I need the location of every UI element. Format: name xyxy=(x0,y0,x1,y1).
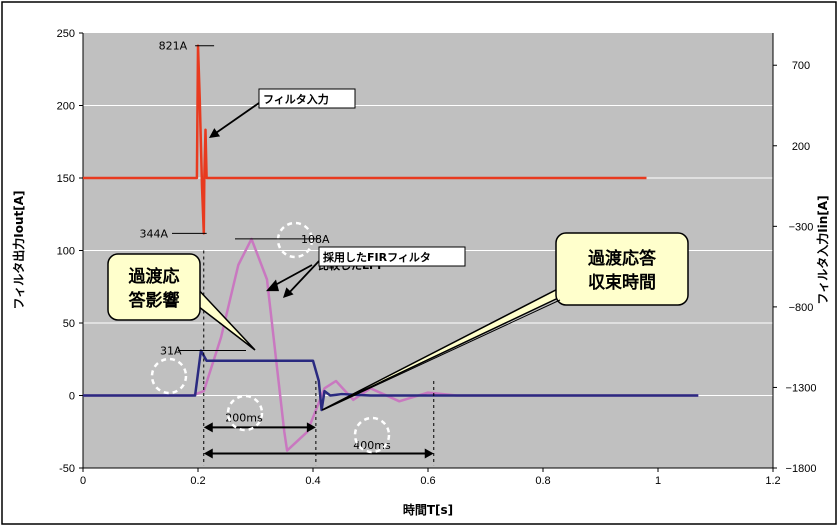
label-fir: 採用したFIRフィルタ xyxy=(323,250,431,264)
label-lpf-arrowhead xyxy=(266,279,279,292)
label-input: フィルタ入力 xyxy=(263,92,329,106)
highlight-circle xyxy=(353,416,391,454)
y-right-tick-label: −1300 xyxy=(786,382,817,394)
y-left-tick-label: -50 xyxy=(59,463,75,475)
dimension-arrow-400ms-head-left xyxy=(203,448,213,459)
highlight-circle xyxy=(276,221,314,259)
peak-lpf-label: 108A xyxy=(301,233,330,246)
callout-left-bubble xyxy=(107,253,201,321)
callout-right-pointer-edge xyxy=(322,299,561,411)
peak-fir-label: 31A xyxy=(160,345,182,358)
callout-right-line1: 過渡応答 xyxy=(588,248,657,269)
x-tick-label: 0.2 xyxy=(190,475,205,487)
dimension-arrow-200ms-head-left xyxy=(203,422,213,433)
label-input-arrow xyxy=(212,102,260,136)
callout-left-line2: 答影響 xyxy=(129,290,180,311)
x-axis-label: 時間T[s] xyxy=(403,502,453,517)
highlight-circle xyxy=(226,394,264,432)
y-right-tick-label: 200 xyxy=(792,141,810,153)
callout-right-bubble xyxy=(555,232,689,306)
dimension-arrow-400ms-head-right xyxy=(424,448,434,459)
label-lpf-arrow xyxy=(271,264,313,288)
y-left-tick-label: 50 xyxy=(63,318,75,330)
dimension-arrow-200ms-head-right xyxy=(306,422,316,433)
x-tick-label: 0.8 xyxy=(535,475,550,487)
dimension-label-200ms: 200ms xyxy=(225,412,263,425)
series-line-2 xyxy=(83,237,699,452)
label-fir-arrow xyxy=(286,260,320,296)
y-axis-right-label: フィルタ入力Iin[A] xyxy=(815,195,830,304)
x-tick-label: 1.2 xyxy=(765,475,780,487)
x-tick-label: 0.6 xyxy=(420,475,435,487)
y-right-tick-label: −300 xyxy=(789,221,814,233)
y-right-tick-label: −1800 xyxy=(786,463,817,475)
x-tick-label: 1 xyxy=(655,475,661,487)
y-left-tick-label: 250 xyxy=(57,28,75,40)
peak-in-label: 821A xyxy=(159,40,188,53)
callout-left-line1: 過渡応 xyxy=(129,266,180,287)
min-in-label: 344A xyxy=(139,227,168,240)
highlight-circle xyxy=(150,357,188,395)
x-tick-label: 0 xyxy=(80,475,86,487)
y-left-tick-label: 100 xyxy=(57,246,75,258)
label-input-box xyxy=(258,88,356,109)
label-input-arrowhead xyxy=(209,128,221,138)
y-right-tick-label: 700 xyxy=(792,60,810,72)
y-left-tick-label: 150 xyxy=(57,173,75,185)
y-left-tick-label: 0 xyxy=(69,391,75,403)
y-right-tick-label: −800 xyxy=(789,302,814,314)
callout-right-line2: 収束時間 xyxy=(588,272,656,293)
series-line-3 xyxy=(83,349,699,412)
label-fir-box xyxy=(318,246,466,267)
y-left-tick-label: 200 xyxy=(57,101,75,113)
x-tick-label: 0.4 xyxy=(305,475,320,487)
y-axis-left-label: フィルタ出力Iout[A] xyxy=(11,190,26,309)
label-fir-arrowhead xyxy=(283,287,294,298)
